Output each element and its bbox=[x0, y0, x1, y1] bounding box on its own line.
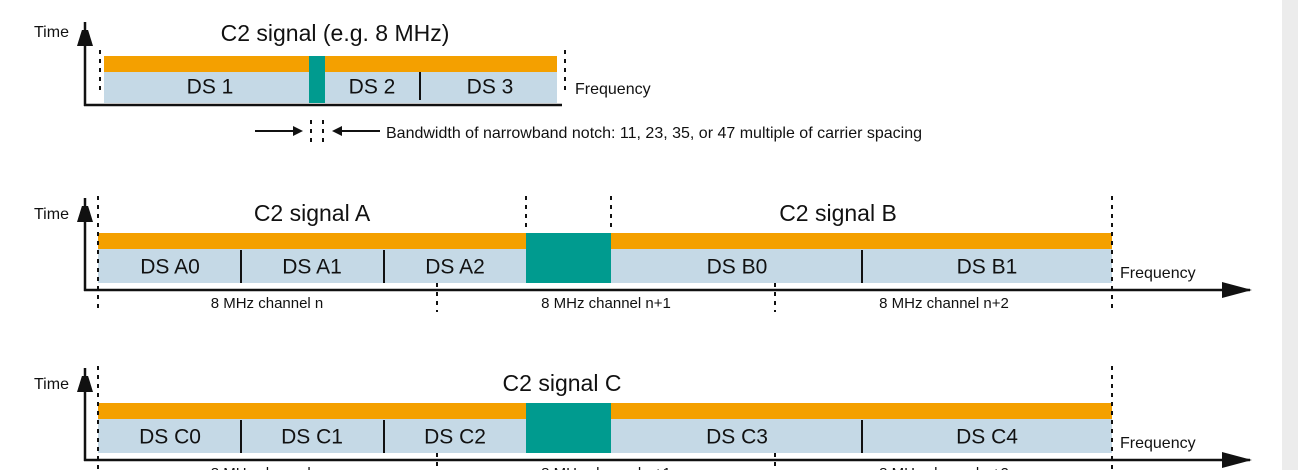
channel-label: 8 MHz channel n bbox=[211, 465, 324, 470]
channel-label: 8 MHz channel n+2 bbox=[879, 465, 1009, 470]
notch bbox=[526, 403, 611, 453]
channel-label: 8 MHz channel n+1 bbox=[541, 465, 671, 470]
segment-label: DS A0 bbox=[140, 256, 200, 279]
side-strip bbox=[1282, 0, 1298, 470]
frequency-label: Frequency bbox=[1120, 435, 1196, 452]
segment-label: DS C2 bbox=[424, 426, 486, 449]
segment-label: DS C4 bbox=[956, 426, 1018, 449]
channel-label: 8 MHz channel n+1 bbox=[541, 295, 671, 312]
signal-title: C2 signal C bbox=[503, 370, 622, 396]
channel-label: 8 MHz channel n bbox=[211, 295, 324, 312]
time-label: Time bbox=[34, 206, 69, 223]
diagram-1: Time C2 signal (e.g. 8 MHz) DS 1 DS 2 DS… bbox=[34, 20, 922, 145]
notch-note: Bandwidth of narrowband notch: 11, 23, 3… bbox=[386, 125, 922, 142]
time-label: Time bbox=[34, 24, 69, 41]
diagram-2: Time C2 signal A C2 signal B DS A0 DS A1 DS A… bbox=[34, 196, 1252, 312]
segment-label: DS B1 bbox=[957, 256, 1018, 279]
diagram-3: Time C2 signal C DS C0 DS C1 DS C2 DS C3 DS C4… bbox=[34, 366, 1252, 470]
signal-title: C2 signal B bbox=[779, 200, 897, 226]
signal-title: C2 signal A bbox=[254, 200, 371, 226]
segment-label: DS 2 bbox=[349, 76, 396, 99]
segment-label: DS 3 bbox=[467, 76, 514, 99]
segment-label: DS A1 bbox=[282, 256, 342, 279]
orange-bar bbox=[104, 56, 557, 72]
segment-label: DS 1 bbox=[187, 76, 234, 99]
notch bbox=[526, 233, 611, 283]
channel-label: 8 MHz channel n+2 bbox=[879, 295, 1009, 312]
data-slice-bar bbox=[104, 72, 557, 103]
segment-label: DS C3 bbox=[706, 426, 768, 449]
frequency-label: Frequency bbox=[1120, 265, 1196, 282]
time-label: Time bbox=[34, 376, 69, 393]
segment-label: DS B0 bbox=[707, 256, 768, 279]
segment-label: DS C0 bbox=[139, 426, 201, 449]
notch bbox=[309, 56, 325, 103]
segment-label: DS A2 bbox=[425, 256, 485, 279]
signal-title: C2 signal (e.g. 8 MHz) bbox=[221, 20, 450, 46]
frequency-label: Frequency bbox=[575, 81, 651, 98]
segment-label: DS C1 bbox=[281, 426, 343, 449]
